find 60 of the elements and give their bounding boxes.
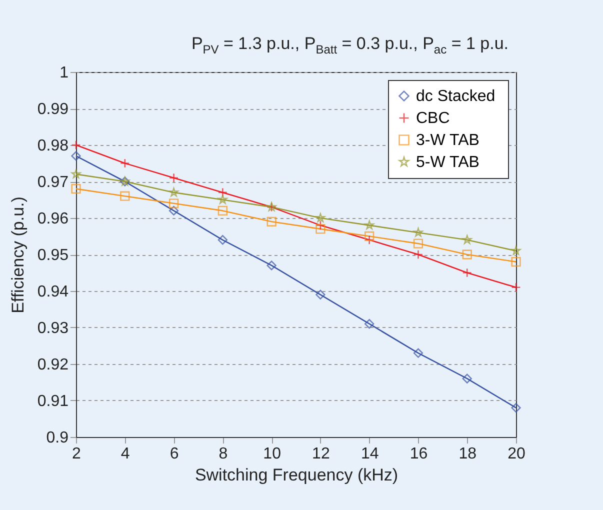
- point: [316, 290, 326, 300]
- y-tick-label: 0.94: [37, 284, 69, 300]
- point: [120, 158, 130, 168]
- point: [71, 184, 81, 194]
- x-tick-label: 10: [263, 446, 282, 462]
- point: [71, 151, 81, 161]
- point: [168, 206, 179, 216]
- point: [462, 374, 472, 384]
- x-tick-label: 4: [120, 446, 130, 462]
- y-tick-label: 0.95: [37, 247, 69, 264]
- point: [316, 224, 326, 234]
- point: [218, 235, 228, 245]
- point: [462, 250, 472, 260]
- point: [511, 282, 521, 292]
- point: [266, 216, 276, 226]
- point: [71, 169, 81, 178]
- x-tick-label: 16: [410, 446, 428, 462]
- point: [462, 235, 472, 244]
- point: [218, 188, 228, 198]
- point: [462, 268, 472, 278]
- y-tick-label: 0.93: [37, 320, 69, 337]
- legend-label: CBC: [416, 110, 450, 127]
- point: [364, 235, 374, 245]
- point: [168, 198, 179, 208]
- legend-label: 5-W TAB: [416, 154, 480, 171]
- x-tick-label: 20: [508, 446, 526, 462]
- point: [413, 348, 424, 358]
- point: [413, 238, 424, 248]
- point: [364, 319, 374, 329]
- point: [413, 250, 424, 260]
- point: [266, 260, 276, 270]
- x-axis-title: Switching Frequency (kHz): [194, 466, 398, 484]
- point: [316, 220, 326, 230]
- x-tick-label: 12: [312, 446, 330, 462]
- point: [511, 256, 521, 267]
- x-tick-label: 2: [72, 446, 82, 462]
- y-tick-label: 0.9: [46, 430, 69, 446]
- x-tick-label: 18: [458, 446, 477, 462]
- point: [511, 246, 521, 255]
- legend-label: dc Stacked: [416, 88, 496, 105]
- point: [120, 191, 130, 201]
- y-tick-label: 1: [60, 64, 69, 82]
- point: [316, 213, 326, 222]
- point: [218, 206, 228, 216]
- point: [364, 231, 374, 242]
- x-tick-label: 6: [170, 446, 179, 462]
- chart-title: P$_{PV}$ = 1.3 p.u., P$_{Batt}$ = 0.3 p.u., P$_{ac}$ = 1 p.u.: [190, 34, 510, 56]
- y-tick-label: 0.91: [37, 393, 69, 410]
- y-tick-label: 0.96: [37, 210, 69, 228]
- y-tick-label: 0.92: [37, 356, 69, 374]
- legend-label: 3-W TAB: [416, 132, 480, 149]
- y-axis-title: Efficiency (p.u.): [8, 196, 28, 314]
- y-tick-label: 0.97: [37, 174, 69, 191]
- y-tick-label: 0.99: [37, 101, 69, 118]
- point: [511, 402, 521, 413]
- point: [71, 140, 81, 150]
- point: [168, 173, 179, 183]
- x-tick-label: 14: [360, 446, 379, 462]
- x-tick-label: 8: [218, 446, 228, 462]
- y-tick-label: 0.98: [37, 138, 69, 154]
